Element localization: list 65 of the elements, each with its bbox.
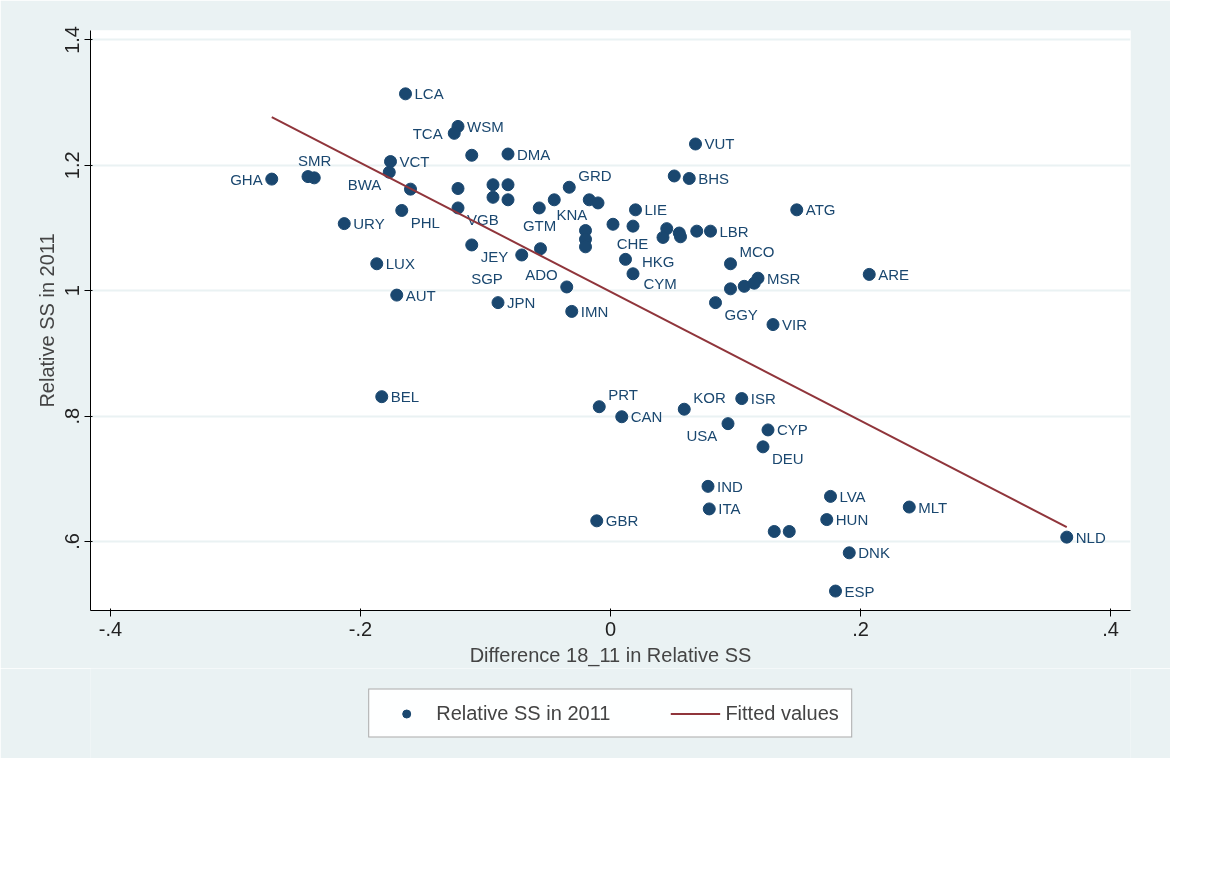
data-label: GBR <box>605 512 639 530</box>
data-label: CYM <box>643 274 677 292</box>
data-label: KNA <box>556 206 588 224</box>
data-label: SMR <box>297 151 332 169</box>
data-label: VUT <box>704 135 735 153</box>
data-label: WSM <box>467 117 504 135</box>
data-label: ADO <box>525 266 558 284</box>
x-axis-title: Difference 18_11 in Relative SS <box>469 643 752 667</box>
data-label: MSR <box>767 269 801 287</box>
data-label: SGP <box>471 270 503 288</box>
data-label: MCO <box>739 243 775 261</box>
data-label: LCA <box>414 85 444 103</box>
y-tick-label: 1.2 <box>61 151 84 180</box>
data-label: JEY <box>480 248 509 266</box>
data-label: BWA <box>347 175 382 193</box>
y-tick-label: .6 <box>61 533 84 550</box>
legend-label: Relative SS in 2011 <box>436 701 611 725</box>
data-label: VGB <box>467 211 499 229</box>
data-label: ATG <box>805 201 836 219</box>
data-label: JPN <box>507 294 536 312</box>
x-tick-label: -.2 <box>348 617 373 640</box>
data-label: LBR <box>719 222 749 240</box>
data-label: CAN <box>630 408 663 426</box>
data-label: IMN <box>580 302 609 320</box>
legend-label: Fitted values <box>725 701 839 725</box>
y-axis-title: Relative SS in 2011 <box>35 233 58 408</box>
data-label: PRT <box>608 386 638 404</box>
y-tick-label: 1 <box>61 285 84 297</box>
data-label: LIE <box>644 201 668 219</box>
y-tick-label: .8 <box>61 407 84 425</box>
data-label: URY <box>353 215 385 233</box>
data-label: ESP <box>844 582 875 600</box>
data-label: GGY <box>724 306 758 324</box>
data-label: VIR <box>782 316 808 334</box>
data-label: TCA <box>412 124 443 142</box>
data-label: DMA <box>517 145 551 163</box>
y-tick-label: 1.4 <box>61 25 84 54</box>
data-label: BHS <box>698 169 730 187</box>
x-tick-label: 0 <box>604 617 617 640</box>
data-label: CYP <box>777 421 808 439</box>
data-label: MLT <box>918 498 948 516</box>
x-tick-label: .4 <box>1102 617 1119 640</box>
data-label: PHL <box>410 213 440 231</box>
data-label: KOR <box>693 388 726 406</box>
data-label: GTM <box>522 216 557 234</box>
data-label: USA <box>686 427 718 445</box>
data-label: ITA <box>718 500 741 518</box>
data-label: BEL <box>390 388 420 406</box>
data-label: AUT <box>405 286 436 304</box>
data-label: GRD <box>578 166 612 184</box>
data-label: DEU <box>772 450 804 468</box>
data-label: GHA <box>230 170 263 188</box>
data-label: VCT <box>399 153 430 171</box>
data-label: CHE <box>616 235 649 253</box>
x-tick-label: -.4 <box>98 617 123 640</box>
data-label: IND <box>717 477 743 495</box>
data-label: HUN <box>835 511 869 529</box>
data-label: ARE <box>878 265 910 283</box>
data-label: NLD <box>1075 528 1106 546</box>
x-tick-label: .2 <box>852 617 869 640</box>
data-label: HKG <box>642 253 675 271</box>
data-label: ISR <box>750 390 776 408</box>
data-label: DNK <box>858 544 890 562</box>
data-label: LUX <box>385 255 415 273</box>
data-label: LVA <box>839 487 866 505</box>
